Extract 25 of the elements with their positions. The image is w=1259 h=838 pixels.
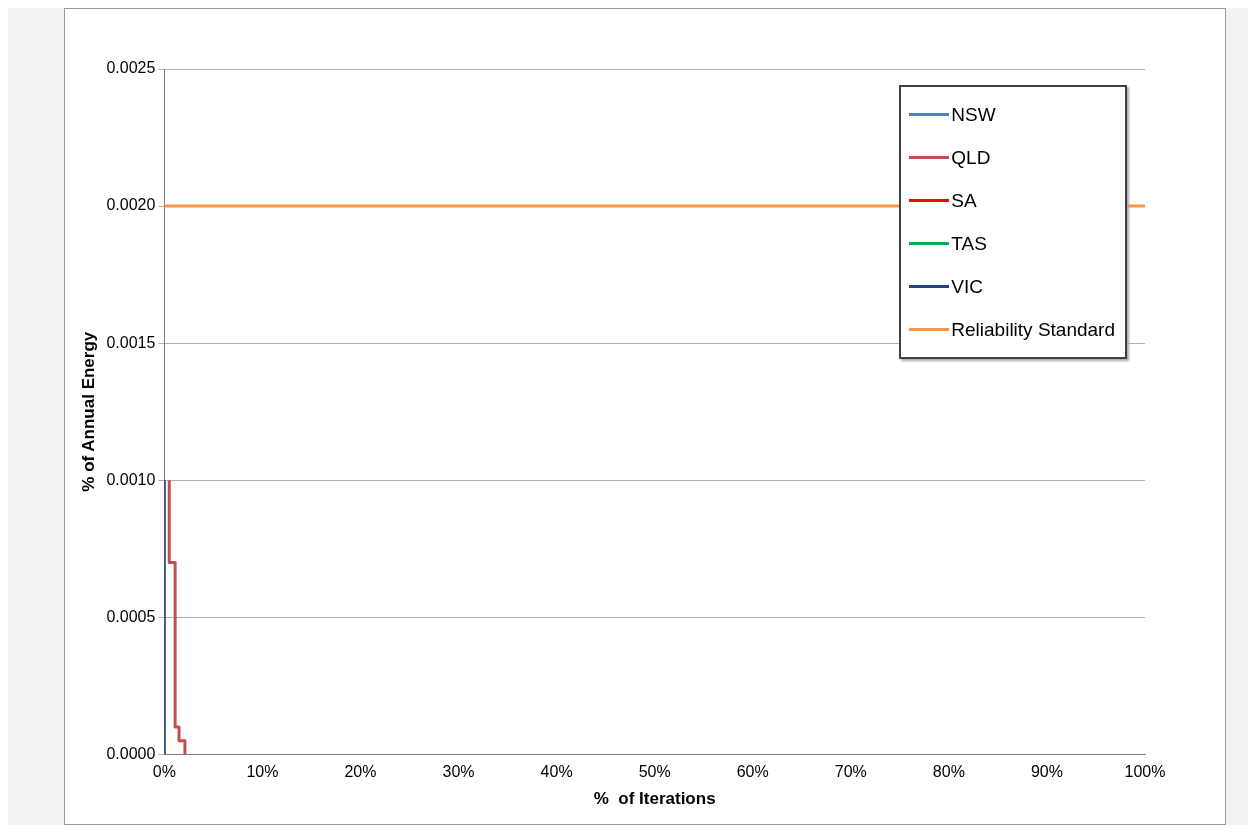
x-tick-label: 70% xyxy=(834,763,867,781)
legend-label: VIC xyxy=(951,275,983,298)
y-tick-label: 0.0000 xyxy=(106,744,156,762)
y-tick-label: 0.0020 xyxy=(106,196,156,214)
x-tick-label: 50% xyxy=(638,763,671,781)
x-tick-label: 80% xyxy=(932,763,965,781)
legend-label: QLD xyxy=(951,146,991,169)
legend-label: Reliability Standard xyxy=(951,318,1115,341)
y-tick-label: 0.0005 xyxy=(106,607,156,625)
legend-label: TAS xyxy=(951,232,987,255)
x-tick-label: 0% xyxy=(152,763,176,781)
x-tick-label: 90% xyxy=(1030,763,1063,781)
x-tick-label: 40% xyxy=(540,763,573,781)
x-tick-label: 100% xyxy=(1124,763,1166,781)
y-axis-title: % of Annual Energy xyxy=(78,331,98,492)
legend-label: NSW xyxy=(951,103,996,126)
legend-label: SA xyxy=(951,189,977,212)
y-tick-label: 0.0015 xyxy=(106,333,156,351)
x-tick-label: 10% xyxy=(246,763,279,781)
y-tick-label: 0.0025 xyxy=(106,59,156,77)
y-tick-label: 0.0010 xyxy=(106,470,156,488)
x-tick-label: 30% xyxy=(442,763,475,781)
x-tick-label: 20% xyxy=(344,763,377,781)
x-axis-title: % of Iterations xyxy=(593,789,716,809)
x-tick-label: 60% xyxy=(736,763,769,781)
